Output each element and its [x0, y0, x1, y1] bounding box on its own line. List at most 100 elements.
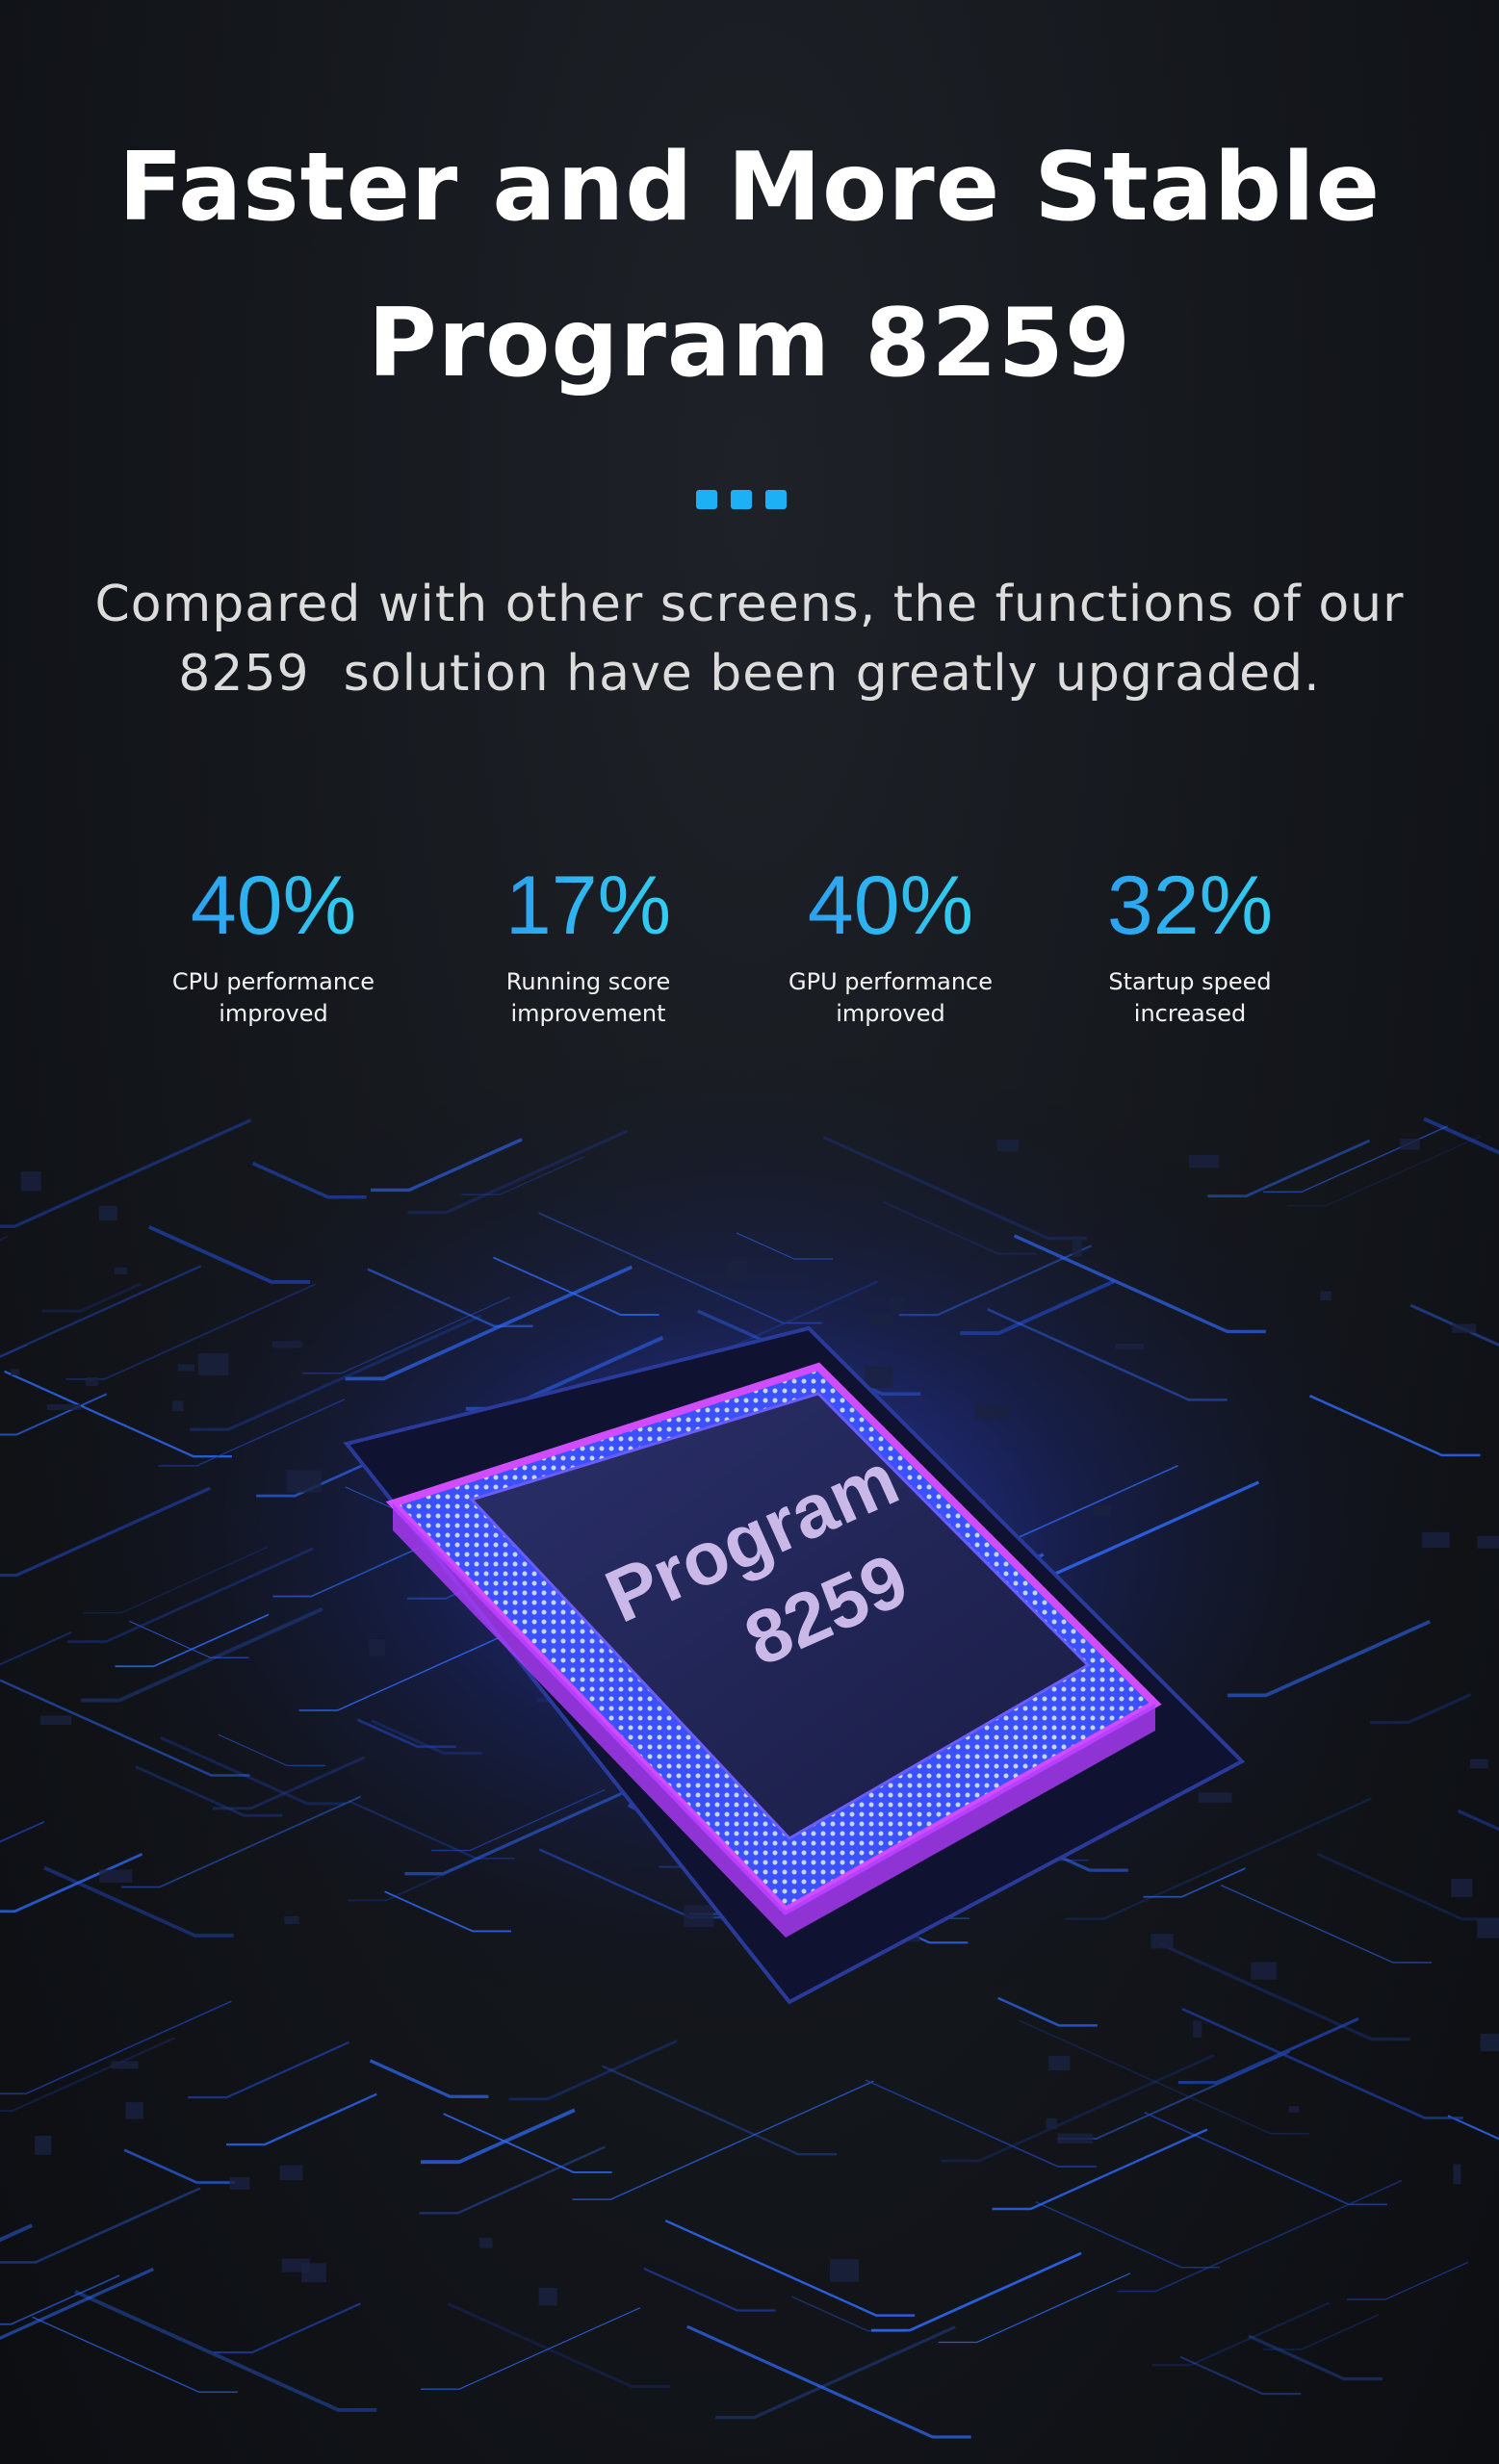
circuit-component: [1400, 1138, 1420, 1150]
circuit-trace: [0, 1486, 211, 1578]
circuit-trace: [960, 1279, 1115, 1336]
circuit-trace: [938, 2272, 1131, 2344]
circuit-trace: [1013, 1234, 1266, 1334]
circuit-trace: [1220, 1884, 1433, 1964]
circuit-trace: [997, 1996, 1098, 2027]
stat-value: 40%: [129, 864, 418, 947]
stat-startup: 32% Startup speed increased: [1046, 864, 1334, 1030]
circuit-trace: [0, 1679, 250, 1777]
circuit-trace: [0, 2187, 201, 2264]
circuit-component: [39, 1715, 72, 1725]
circuit-trace: [1151, 2301, 1331, 2367]
circuit-trace: [115, 1613, 270, 1668]
stat-label: CPU performance: [171, 968, 375, 995]
circuit-component: [284, 1915, 299, 1924]
circuit-trace: [1423, 1116, 1499, 1155]
circuit-trace: [272, 1547, 419, 1598]
subtitle-line2: 8259 solution have been greatly upgraded…: [178, 645, 1321, 703]
circuit-trace: [0, 1118, 251, 1228]
circuit-trace: [572, 2080, 874, 2200]
stat-gpu: 40% GPU performance improved: [746, 864, 1035, 1030]
circuit-trace: [158, 1399, 346, 1467]
circuit-trace: [212, 1756, 365, 1810]
circuit-component: [1452, 1323, 1477, 1333]
chip-top: [469, 1392, 1091, 1840]
circuit-component: [1288, 2106, 1300, 2113]
circuit-trace: [302, 1296, 510, 1374]
circuit-component: [11, 1369, 20, 1375]
circuit-component: [1189, 1154, 1220, 1168]
circuit-trace: [384, 1890, 512, 1933]
circuit-trace: [0, 2267, 155, 2341]
circuit-component: [1093, 1504, 1111, 1516]
stat-label: improved: [219, 1000, 328, 1027]
page-title-line2: Program 8259: [367, 289, 1132, 398]
circuit-trace: [643, 2267, 776, 2312]
circuit-component: [111, 2061, 139, 2069]
circuit-trace: [123, 2148, 236, 2184]
circuit-trace: [1065, 1797, 1372, 1920]
circuit-trace: [218, 1733, 326, 1766]
circuit-trace: [1207, 1139, 1371, 1198]
circuit-component: [865, 1366, 893, 1388]
stat-value: 32%: [1046, 864, 1334, 947]
circuit-component: [279, 2165, 303, 2180]
circuit-trace: [404, 1761, 691, 1876]
circuit-component: [1198, 1792, 1232, 1803]
circuit-component: [996, 1139, 1020, 1152]
circuit-trace: [508, 2040, 678, 2101]
circuit-trace: [715, 2325, 956, 2420]
decorative-dots: [696, 490, 787, 509]
circuit-component: [1421, 1531, 1450, 1548]
circuit-trace: [1181, 2007, 1463, 2119]
circuit-component: [46, 1403, 82, 1410]
circuit-component: [98, 1205, 117, 1220]
circuit-trace: [0, 1265, 202, 1358]
circuit-trace: [898, 1245, 1093, 1317]
circuit-trace: [41, 1282, 142, 1313]
stat-label: improved: [836, 1000, 945, 1027]
circuit-component: [125, 2102, 143, 2119]
circuit-trace: [0, 2000, 232, 2095]
circuit-component: [281, 2258, 310, 2272]
circuit-trace: [870, 2251, 1082, 2332]
circuit-trace: [736, 1232, 834, 1260]
circuit-component: [684, 1905, 714, 1928]
stat-label: improvement: [510, 1000, 666, 1027]
circuit-trace: [32, 2316, 238, 2394]
circuit-component: [35, 2136, 52, 2155]
circuit-trace: [347, 1840, 517, 1902]
circuit-trace: [369, 2059, 489, 2098]
circuit-trace: [0, 1631, 72, 1666]
circuit-component: [870, 1314, 893, 1325]
circuit-component: [1048, 2055, 1071, 2071]
circuit-trace: [1019, 2019, 1309, 2135]
circuit-component: [369, 1638, 386, 1656]
circuit-trace: [81, 1606, 323, 1703]
chip-circuit-illustration: Program 8259: [0, 1040, 1499, 2439]
circuit-component: [889, 1297, 905, 1314]
circuit-component: [286, 1470, 322, 1493]
circuit-trace: [67, 1547, 314, 1643]
circuit-component: [177, 1364, 195, 1372]
circuit-component: [20, 1171, 41, 1192]
circuit-trace: [1158, 1941, 1410, 2041]
circuit-trace: [1316, 1852, 1499, 1921]
circuit-component: [99, 1869, 133, 1884]
circuit-trace: [1262, 1125, 1448, 1194]
circuit-component: [1480, 2033, 1499, 2052]
circuit-trace: [1370, 1693, 1472, 1725]
circuit-trace: [941, 2053, 1215, 2163]
page-title-line1: Faster and More Stable: [117, 133, 1382, 243]
circuit-trace: [251, 1162, 367, 1199]
circuit-component: [1193, 2020, 1202, 2039]
circuit-trace: [0, 2274, 120, 2325]
circuit-trace: [0, 2223, 34, 2243]
stat-label: GPU performance: [788, 968, 993, 995]
stat-value: 40%: [746, 864, 1035, 947]
circuit-trace: [1179, 2355, 1302, 2396]
dot: [765, 490, 787, 509]
circuit-trace: [120, 1795, 362, 1888]
circuit-component: [271, 1341, 302, 1348]
circuit-component: [1451, 1878, 1473, 1897]
